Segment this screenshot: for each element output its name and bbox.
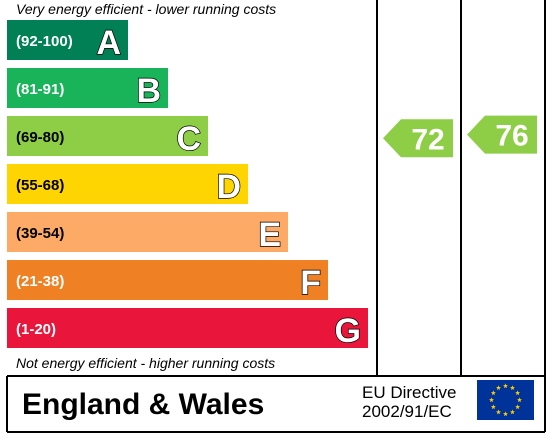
band-bar [7, 68, 168, 108]
bottom-note: Not energy efficient - higher running co… [16, 355, 275, 371]
band-letter: E [258, 216, 281, 254]
band-a: (92-100) A [7, 20, 128, 63]
rating-arrow-shape [467, 115, 537, 154]
flag-star [503, 411, 508, 417]
band-range-label: (39-54) [16, 225, 64, 242]
eu-flag-icon [477, 380, 534, 420]
band-bar [7, 308, 368, 348]
band-bar [7, 212, 288, 252]
band-range-label: (69-80) [16, 129, 64, 146]
rating-arrows: 72 76 [383, 115, 537, 158]
band-c: (69-80) C [7, 116, 208, 159]
band-range-label: (92-100) [16, 33, 73, 50]
band-range-label: (55-68) [16, 177, 64, 194]
flag-star [490, 404, 496, 410]
band-letter: B [136, 72, 161, 110]
rating-value: 76 [495, 120, 528, 153]
flag-star [503, 383, 508, 389]
band-letter: C [176, 120, 201, 158]
band-letter: A [96, 24, 121, 62]
chart-frame [6, 0, 546, 433]
flag-star [496, 385, 501, 390]
flag-star [515, 390, 521, 396]
top-note: Very energy efficient - lower running co… [16, 1, 276, 17]
eu-directive-line1: EU Directive [362, 383, 456, 402]
rating-arrow-2: 76 [467, 115, 537, 154]
band-range-label: (1-20) [16, 321, 56, 338]
band-b: (81-91) B [7, 68, 168, 111]
flag-star [489, 397, 494, 403]
region-label: England & Wales [22, 388, 264, 421]
band-d: (55-68) D [7, 164, 248, 207]
rating-arrow-1: 72 [383, 119, 453, 158]
flag-star [490, 390, 496, 396]
rating-value: 72 [411, 123, 444, 156]
band-letter: F [300, 264, 321, 302]
band-letter: G [335, 312, 361, 350]
band-bar [7, 260, 328, 300]
flag-star [517, 397, 522, 403]
flag-star [510, 409, 515, 415]
band-f: (21-38) F [7, 260, 328, 303]
rating-bands: (92-100) A (81-91) B (69-80) C (55-68) D (39-54)… [7, 20, 368, 351]
band-bar [7, 20, 128, 60]
eu-directive-line2: 2002/91/EC [362, 402, 452, 421]
band-range-label: (81-91) [16, 81, 64, 98]
flag-star [510, 385, 515, 390]
band-bar [7, 116, 208, 156]
band-e: (39-54) E [7, 212, 288, 255]
band-letter: D [216, 168, 241, 206]
band-bar [7, 164, 248, 204]
band-range-label: (21-38) [16, 273, 64, 290]
rating-arrow-shape [383, 119, 453, 158]
flag-star [515, 404, 521, 410]
flag-star [496, 409, 501, 415]
band-g: (1-20) G [7, 308, 368, 351]
